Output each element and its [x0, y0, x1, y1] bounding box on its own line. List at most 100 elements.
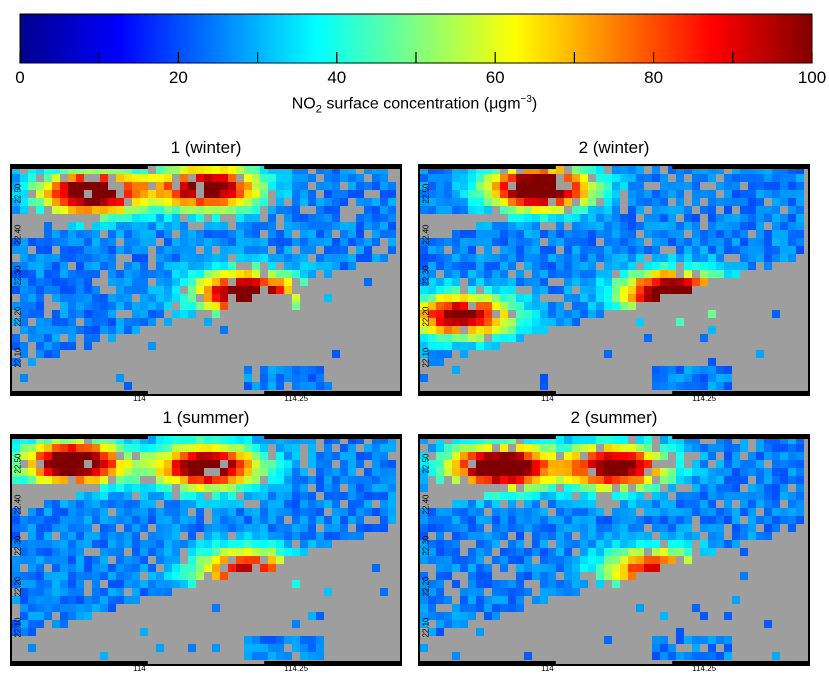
grid-cell [588, 278, 596, 286]
grid-cell [68, 174, 76, 182]
grid-cell [332, 508, 340, 516]
grid-cell [700, 612, 708, 620]
grid-cell [164, 254, 172, 262]
grid-cell [740, 246, 748, 254]
grid-cell [532, 182, 540, 190]
grid-cell [676, 524, 684, 532]
grid-cell [12, 468, 20, 476]
grid-cell [460, 174, 468, 182]
grid-cell [620, 524, 628, 532]
grid-cell [660, 230, 668, 238]
grid-cell [140, 286, 148, 294]
grid-cell [444, 302, 452, 310]
grid-cell [268, 500, 276, 508]
grid-cell [764, 238, 772, 246]
grid-cell [332, 262, 340, 270]
grid-cell [468, 334, 476, 342]
grid-cell [364, 508, 372, 516]
grid-cell [604, 182, 612, 190]
grid-cell [84, 254, 92, 262]
grid-cell [444, 270, 452, 278]
grid-cell [380, 190, 388, 198]
grid-cell [20, 604, 28, 612]
grid-cell [364, 182, 372, 190]
grid-cell [532, 270, 540, 278]
grid-cell [732, 460, 740, 468]
grid-cell [340, 468, 348, 476]
grid-cell [668, 206, 676, 214]
colorbar-tick-label: 80 [644, 68, 664, 87]
grid-cell [28, 620, 36, 628]
grid-cell [484, 564, 492, 572]
grid-cell [580, 222, 588, 230]
grid-cell [204, 452, 212, 460]
grid-cell [372, 254, 380, 262]
grid-cell [620, 500, 628, 508]
grid-cell [252, 230, 260, 238]
grid-cell [212, 166, 220, 174]
grid-cell [60, 166, 68, 174]
grid-cell [244, 492, 252, 500]
grid-cell [732, 190, 740, 198]
grid-cell [212, 214, 220, 222]
grid-cell [476, 580, 484, 588]
grid-cell [724, 270, 732, 278]
grid-cell [148, 460, 156, 468]
grid-cell [340, 524, 348, 532]
grid-cell [252, 278, 260, 286]
grid-cell [548, 182, 556, 190]
grid-cell [596, 468, 604, 476]
grid-cell [548, 524, 556, 532]
grid-cell [444, 262, 452, 270]
grid-cell [132, 508, 140, 516]
grid-cell [332, 492, 340, 500]
grid-cell [564, 516, 572, 524]
grid-cell [324, 460, 332, 468]
grid-cell [148, 532, 156, 540]
grid-cell [172, 500, 180, 508]
grid-cell [324, 166, 332, 174]
grid-cell [380, 166, 388, 174]
grid-cell [300, 532, 308, 540]
grid-cell [524, 230, 532, 238]
grid-cell [676, 318, 684, 326]
grid-cell [12, 166, 20, 174]
grid-cell [724, 508, 732, 516]
grid-cell [588, 294, 596, 302]
grid-cell [716, 444, 724, 452]
grid-cell [12, 206, 20, 214]
grid-cell [316, 460, 324, 468]
grid-cell [36, 620, 44, 628]
grid-cell [108, 326, 116, 334]
grid-cell [772, 174, 780, 182]
grid-cell [676, 230, 684, 238]
grid-cell [476, 628, 484, 636]
grid-cell [588, 286, 596, 294]
grid-cell [684, 262, 692, 270]
grid-cell [108, 548, 116, 556]
grid-cell [468, 342, 476, 350]
grid-cell [436, 286, 444, 294]
grid-cell [732, 214, 740, 222]
grid-cell [732, 230, 740, 238]
grid-cell [132, 206, 140, 214]
y-tick-label: 22.20 [421, 306, 431, 327]
grid-cell [532, 540, 540, 548]
grid-cell [332, 484, 340, 492]
grid-cell [84, 444, 92, 452]
grid-cell [604, 548, 612, 556]
grid-cell [372, 476, 380, 484]
grid-cell [212, 508, 220, 516]
grid-cell [676, 238, 684, 246]
grid-cell [628, 198, 636, 206]
grid-cell [572, 318, 580, 326]
grid-cell [532, 230, 540, 238]
grid-cell [188, 198, 196, 206]
grid-cell [580, 198, 588, 206]
grid-cell [308, 222, 316, 230]
grid-cell [380, 508, 388, 516]
grid-cell [420, 374, 428, 382]
grid-cell [68, 238, 76, 246]
grid-cell [132, 460, 140, 468]
grid-cell [564, 548, 572, 556]
